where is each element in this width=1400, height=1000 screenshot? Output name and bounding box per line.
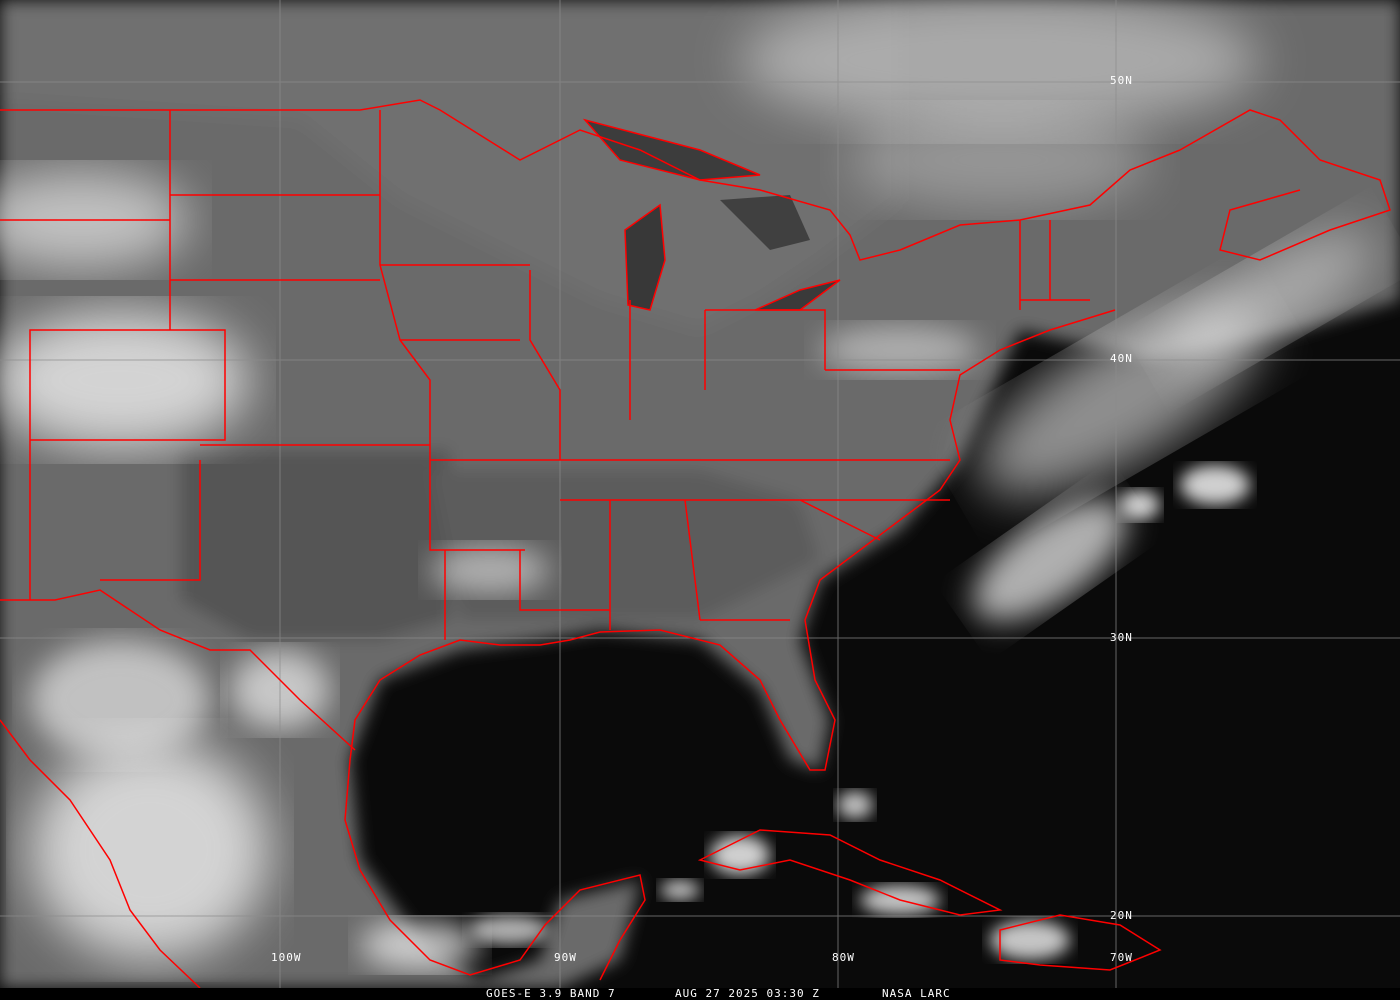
canada-maritimes	[1179, 109, 1391, 261]
us-canada-border	[0, 99, 1181, 261]
us-mexico-border	[0, 589, 356, 751]
lon-label-90w: 90W	[554, 951, 577, 964]
caption-product: GOES-E 3.9 BAND 7	[486, 987, 616, 1000]
political-borders	[0, 99, 1391, 988]
lat-label-40n: 40N	[1110, 352, 1133, 365]
mexico-pacific-coast	[0, 719, 201, 988]
image-caption-bar: GOES-E 3.9 BAND 7 AUG 27 2025 03:30 Z NA…	[0, 988, 1400, 1000]
lon-label-70w: 70W	[1110, 951, 1133, 964]
great-lakes-outline	[582, 118, 841, 311]
us-east-coast	[344, 309, 1116, 981]
great-lakes	[585, 120, 840, 310]
caption-datetime: AUG 27 2025 03:30 Z	[675, 987, 820, 1000]
lat-label-50n: 50N	[1110, 74, 1133, 87]
caption-source: NASA LARC	[882, 987, 951, 1000]
lat-label-20n: 20N	[1110, 909, 1133, 922]
cloud-cover	[0, 0, 1376, 970]
lon-label-80w: 80W	[832, 951, 855, 964]
cuba-coastline	[697, 829, 1003, 916]
lon-label-100w: 100W	[271, 951, 302, 964]
state-borders	[0, 110, 1090, 640]
hispaniola-coastline	[999, 914, 1162, 971]
lat-label-30n: 30N	[1110, 631, 1133, 644]
